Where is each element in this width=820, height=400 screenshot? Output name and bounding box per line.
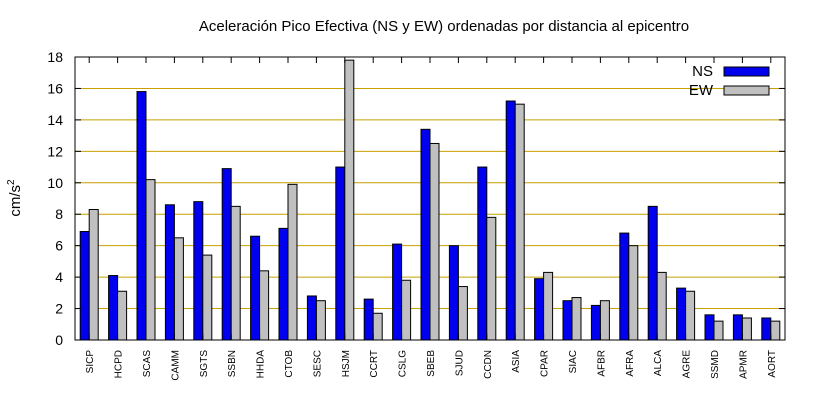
x-tick-label: HCPD: [114, 350, 125, 378]
bar-ns-hcpd: [108, 275, 119, 341]
x-tick-label: SESC: [312, 350, 323, 377]
x-tick-label: CSLG: [398, 350, 409, 377]
bar-ew-hhda: [259, 270, 270, 341]
y-axis-label-base: cm/s: [7, 185, 24, 217]
bar-ew-sesc: [315, 300, 326, 341]
bar-ns-afbr: [590, 304, 601, 341]
x-ticks-layer: SICP HCPD SCAS CAMM SGTS SSBN HHDA CTOB SESC HSJM…: [85, 57, 778, 381]
bar-ew-afra: [628, 245, 639, 341]
bar-ns-ssbn: [221, 168, 232, 341]
bar-ns-sesc: [306, 295, 317, 341]
bar-ns-alca: [647, 205, 658, 341]
x-tick-label: SBEB: [426, 350, 437, 377]
y-tick-label: 4: [55, 269, 63, 285]
y-tick-label: 18: [47, 49, 63, 65]
x-tick-label: ASIA: [511, 350, 522, 373]
bar-ew-cslg: [401, 279, 412, 341]
bar-ew-apmr: [741, 317, 752, 341]
bar-ew-ccrt: [372, 312, 383, 341]
bar-ns-ccdn: [477, 166, 488, 341]
x-tick-label: ALCA: [653, 350, 664, 376]
x-tick-label: CCDN: [483, 350, 494, 379]
bar-ew-afbr: [599, 300, 610, 341]
y-axis-label-exponent: 2: [6, 179, 17, 185]
bar-ew-ssmd: [713, 320, 724, 341]
bar-ns-sbeb: [420, 128, 431, 341]
bar-ns-cslg: [392, 243, 403, 341]
x-tick-label: AGRE: [682, 350, 693, 379]
bar-ew-sbeb: [429, 142, 440, 341]
bar-ew-cpar: [543, 271, 554, 341]
bar-ew-sicp: [88, 209, 99, 341]
bar-ns-ssmd: [704, 314, 715, 341]
x-tick-label: APMR: [738, 350, 749, 379]
bar-ns-ccrt: [363, 298, 374, 341]
bar-ns-ctob: [278, 227, 289, 341]
bar-ns-apmr: [732, 314, 743, 341]
bar-ns-camm: [164, 204, 175, 341]
chart-title: Aceleración Pico Efectiva (NS y EW) orde…: [199, 18, 689, 35]
bar-ns-afra: [619, 232, 630, 341]
x-tick-label: SSMD: [710, 350, 721, 379]
bar-ew-siac: [571, 297, 582, 341]
bars-layer: [79, 59, 781, 341]
x-tick-label: CPAR: [540, 350, 551, 377]
bar-ew-scas: [145, 179, 156, 341]
bar-ew-camm: [173, 237, 184, 341]
bar-ew-ssbn: [230, 205, 241, 341]
x-tick-label: CAMM: [170, 350, 181, 381]
x-tick-label: SCAS: [142, 350, 153, 378]
bar-ns-sgts: [193, 201, 204, 341]
legend-swatch-ns: [723, 66, 770, 77]
x-tick-label: CCRT: [369, 350, 380, 378]
y-tick-label: 2: [55, 301, 63, 317]
x-tick-label: SSBN: [227, 350, 238, 377]
bar-ns-scas: [136, 91, 147, 341]
bar-ns-hsjm: [335, 166, 346, 341]
legend-swatch-ew: [723, 85, 770, 96]
y-tick-label: 8: [55, 206, 63, 222]
y-tick-label: 14: [47, 112, 63, 128]
bar-ew-hsjm: [344, 59, 355, 341]
y-ticks-layer: 0 2 4 6 8 10 12 14 16 18: [47, 49, 785, 348]
bar-ew-alca: [656, 271, 667, 341]
legend-label-ew: EW: [689, 82, 714, 99]
bar-ns-hhda: [250, 235, 261, 341]
x-tick-label: CTOB: [284, 350, 295, 378]
bar-ns-cpar: [534, 278, 545, 341]
x-tick-label: AFRA: [625, 350, 636, 377]
legend: NS EW: [689, 63, 770, 99]
bar-ns-asia: [505, 100, 516, 341]
bar-ew-hcpd: [117, 290, 128, 341]
y-tick-label: 10: [47, 175, 63, 191]
bar-ew-asia: [514, 103, 525, 341]
x-tick-label: SGTS: [199, 350, 210, 378]
x-tick-label: HSJM: [341, 350, 352, 377]
x-tick-label: SICP: [85, 350, 96, 374]
y-tick-label: 0: [55, 332, 63, 348]
y-axis-label: cm/s2: [6, 179, 24, 217]
bar-ns-aort: [761, 317, 772, 341]
bar-ew-sgts: [202, 254, 213, 341]
bar-ew-agre: [685, 290, 696, 341]
y-tick-label: 12: [47, 143, 63, 159]
legend-label-ns: NS: [692, 63, 713, 80]
x-tick-label: SJUD: [454, 350, 465, 376]
bar-ew-ccdn: [486, 216, 497, 341]
x-tick-label: AORT: [767, 350, 778, 378]
x-tick-label: AFBR: [596, 350, 607, 377]
bar-ew-ctob: [287, 183, 298, 341]
bar-ns-sjud: [448, 245, 459, 341]
bar-ns-agre: [676, 287, 687, 341]
bar-ew-aort: [770, 320, 781, 341]
bar-ns-sicp: [79, 231, 90, 341]
x-tick-label: HHDA: [256, 350, 267, 379]
y-tick-label: 6: [55, 238, 63, 254]
bar-ew-sjud: [457, 286, 468, 341]
y-tick-label: 16: [47, 80, 63, 96]
x-tick-label: SIAC: [568, 350, 579, 373]
bar-ns-siac: [562, 300, 573, 341]
